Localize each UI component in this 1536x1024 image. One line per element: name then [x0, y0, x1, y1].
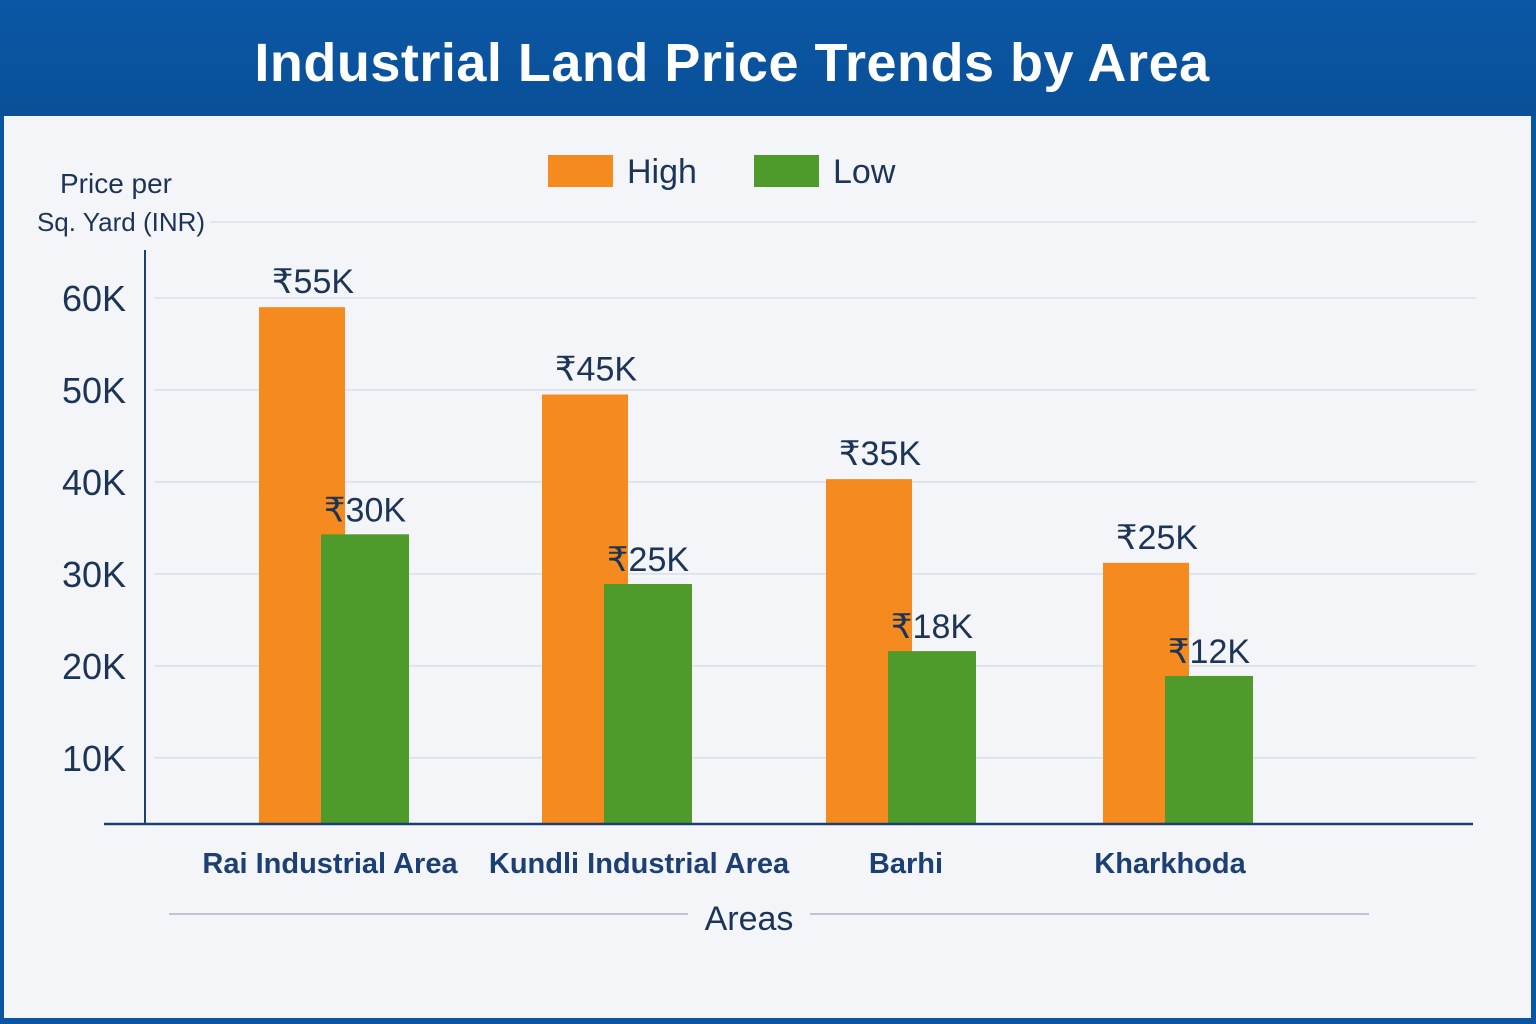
page-title: Industrial Land Price Trends by Area: [254, 33, 1210, 93]
y-tick-label: 10K: [62, 738, 126, 779]
data-label-low: ₹25K: [607, 541, 689, 579]
y-tick-label: 60K: [62, 278, 126, 319]
bar-low: [604, 583, 692, 824]
bars: [259, 307, 1253, 824]
data-label-high: ₹55K: [272, 263, 354, 301]
legend-swatch-high: [548, 155, 613, 187]
chart-panel: 10K 20K 30K 40K 50K 60K Rai Industrial Area Ku…: [4, 116, 1531, 1018]
bar-low: [321, 534, 409, 824]
y-tick-label: 20K: [62, 646, 126, 687]
data-label-high: ₹45K: [555, 351, 637, 389]
y-tick-label: 40K: [62, 462, 126, 503]
x-tick-label: Kharkhoda: [1094, 848, 1246, 880]
bar-low: [888, 651, 976, 824]
x-tick-label: Rai Industrial Area: [202, 848, 458, 880]
y-tick-label: 50K: [62, 370, 126, 411]
y-tick-label: 30K: [62, 554, 126, 595]
x-tick-labels: Rai Industrial Area Kundli Industrial Are…: [202, 848, 1246, 880]
data-label-low: ₹12K: [1168, 633, 1250, 671]
axes: [104, 250, 1473, 826]
data-label-low: ₹30K: [324, 491, 406, 529]
data-label-low: ₹18K: [891, 608, 973, 646]
legend-label-low: Low: [833, 153, 896, 191]
data-label-high: ₹35K: [839, 435, 921, 473]
x-axis-label: Areas: [705, 900, 794, 938]
x-tick-label: Kundli Industrial Area: [489, 848, 790, 880]
bar-chart: 10K 20K 30K 40K 50K 60K Rai Industrial Area Ku…: [37, 153, 1476, 938]
legend: High Low: [548, 153, 896, 191]
data-label-high: ₹25K: [1116, 519, 1198, 557]
y-axis-label-line2: Sq. Yard (INR): [37, 207, 205, 237]
legend-label-high: High: [627, 153, 697, 191]
data-labels: ₹55K ₹30K ₹45K ₹25K ₹35K ₹18K ₹25K ₹12K: [272, 263, 1250, 671]
y-tick-labels: 10K 20K 30K 40K 50K 60K: [62, 278, 126, 779]
bar-low: [1165, 675, 1253, 824]
header-bar: Industrial Land Price Trends by Area: [0, 0, 1536, 116]
x-tick-label: Barhi: [869, 848, 943, 880]
y-axis-label-line1: Price per: [60, 168, 172, 199]
legend-swatch-low: [754, 155, 819, 187]
